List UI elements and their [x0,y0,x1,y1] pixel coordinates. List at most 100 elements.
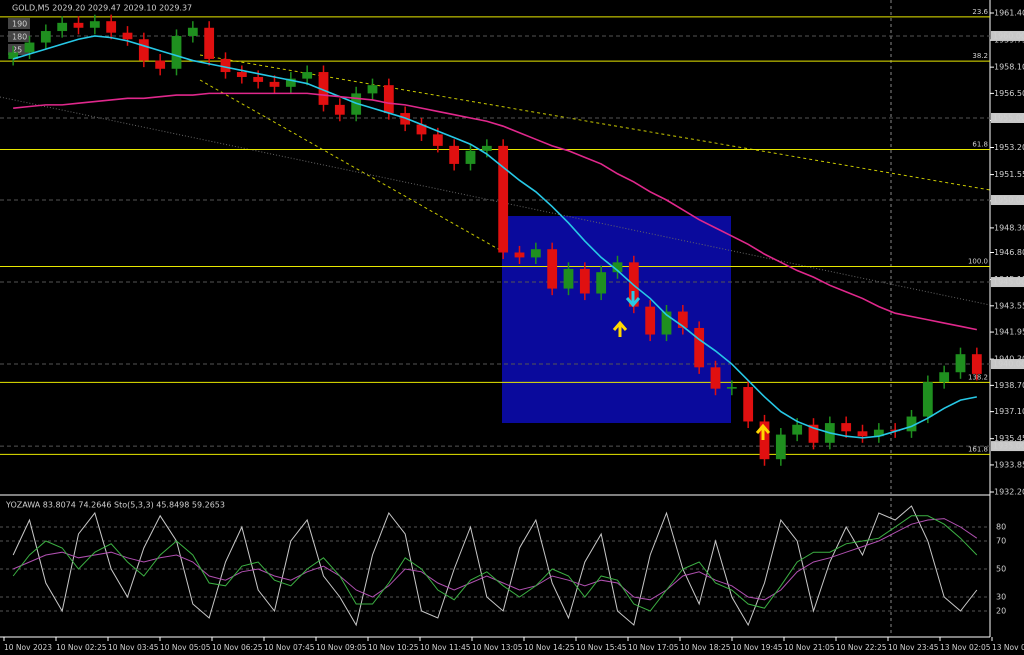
y-tick-label: 1948.30 [994,223,1024,232]
x-tick-label: 10 Nov 07:45 [264,643,315,652]
y-tick-label: 1932.20 [994,488,1024,497]
fib-label: 61.8 [972,140,988,148]
candle-body [89,21,100,28]
candle-body [383,85,394,114]
candle-body [645,306,656,335]
x-tick-label: 10 Nov 14:25 [524,643,575,652]
candle-body [906,416,917,432]
x-tick-label: 10 Nov 09:05 [316,643,367,652]
fib-label: 38.2 [972,52,988,60]
moving-average [12,35,977,439]
level-label: 1960.00 [993,31,1024,40]
y-tick-label: 1951.55 [994,170,1024,179]
osc-tick-label: 20 [996,607,1006,616]
level-box [991,112,1024,123]
level-box [991,359,1024,370]
oscillator-line [12,505,978,627]
x-tick-label: 10 Nov 21:05 [784,643,835,652]
candle-body [481,145,492,151]
candle-body [236,72,247,77]
candle-body [726,387,737,389]
candle-body [922,382,933,417]
candle-body [138,39,149,61]
signal-arrow [625,291,641,308]
candle-body [106,21,117,33]
y-tick-label: 1961.40 [994,9,1024,18]
envelope-line [0,96,991,306]
corner-badge [8,31,30,42]
candle-body [24,42,35,53]
x-tick-label: 10 Nov 13:05 [472,643,523,652]
symbol-header: GOLD,M5 2029.20 2029.47 2029.10 2029.37 [12,4,192,13]
candle-body [220,58,231,73]
y-tick-label: 1938.70 [994,381,1024,390]
candle-body [873,429,884,437]
corner-badge [8,44,30,55]
candle-body [514,252,525,258]
x-tick-label: 10 Nov 15:45 [576,643,627,652]
x-tick-label: 13 Nov 02:05 [940,643,991,652]
candle-body [498,145,509,253]
y-tick-label: 1958.10 [994,63,1024,72]
candle-body [808,424,819,443]
fib-label: 138.2 [968,373,988,381]
level-label: 1935.00 [993,442,1024,451]
candle-body [8,52,19,59]
signal-arrow [755,423,771,440]
candle-body [449,145,460,164]
candle-body [204,27,215,59]
candle-body [57,22,68,32]
level-label: 1950.00 [993,196,1024,205]
corner-label: 190 [12,20,27,29]
fib-label: 161.8 [968,445,988,453]
candle-body [122,32,133,40]
level-label: 1955.00 [993,113,1024,122]
candle-body [759,421,770,460]
x-tick-label: 10 Nov 03:45 [108,643,159,652]
y-tick-label: 1933.85 [994,460,1024,469]
fib-label: 100.0 [968,257,988,265]
x-tick-label: 10 Nov 02:25 [56,643,107,652]
x-tick-label: 13 Nov 03:25 [992,643,1024,652]
candle-body [367,85,378,94]
moving-average [13,92,977,331]
x-tick-label: 10 Nov 06:25 [212,643,263,652]
signal-arrow [612,320,628,337]
candle-body [939,372,950,383]
candle-body [155,60,166,69]
candle-body [841,423,852,432]
y-tick-label: 1943.55 [994,301,1024,310]
candle-body [73,22,84,28]
x-tick-label: 10 Nov 17:05 [628,643,679,652]
x-tick-label: 10 Nov 19:45 [732,643,783,652]
candle-body [792,424,803,435]
corner-label: 25 [12,46,22,55]
candle-body [302,72,313,79]
candle-body [187,27,198,36]
candle-body [530,249,541,258]
candle-body [269,81,280,87]
x-tick-label: 10 Nov 11:45 [420,643,471,652]
osc-tick-label: 80 [996,523,1006,532]
y-tick-label: 1953.20 [994,143,1024,152]
candle-body [432,134,443,146]
x-tick-label: 10 Nov 10:25 [368,643,419,652]
level-box [991,30,1024,41]
candle-body [955,354,966,373]
candle-body [661,311,672,335]
x-tick-label: 10 Nov 22:25 [836,643,887,652]
candle-body [465,150,476,164]
candle-body [710,367,721,389]
y-tick-label: 1946.80 [994,248,1024,257]
level-label: 1945.00 [993,278,1024,287]
candle-body [253,76,264,82]
oscillator-line [12,518,978,601]
oscillator-line [12,515,978,612]
y-tick-label: 1941.95 [994,328,1024,337]
candle-body [612,262,623,273]
candle-body [563,268,574,289]
x-tick-label: 10 Nov 2023 [4,643,52,652]
y-tick-label: 1935.45 [994,434,1024,443]
